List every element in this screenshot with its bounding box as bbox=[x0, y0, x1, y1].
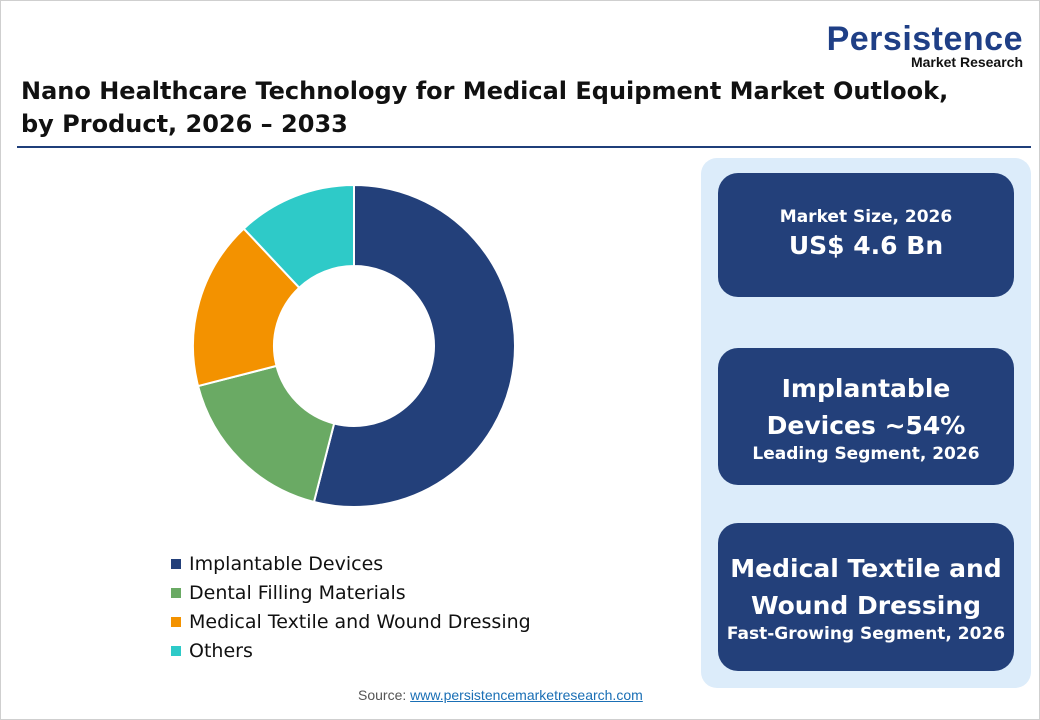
logo-sub-text: Market Research bbox=[910, 54, 1023, 70]
source: Source: www.persistencemarketresearch.co… bbox=[358, 687, 643, 703]
legend-swatch bbox=[171, 558, 181, 569]
legend-swatch bbox=[171, 645, 181, 656]
title-divider bbox=[17, 146, 1031, 148]
chart-title: Nano Healthcare Technology for Medical E… bbox=[21, 75, 948, 141]
highlights-panel: Market Size, 2026 US$ 4.6 Bn Implantable… bbox=[701, 158, 1031, 688]
source-link[interactable]: www.persistencemarketresearch.com bbox=[410, 687, 643, 703]
legend-swatch bbox=[171, 587, 181, 598]
logo: Persistence Market Research bbox=[826, 20, 1023, 70]
legend-label: Implantable Devices bbox=[189, 552, 384, 575]
title-line-1: Nano Healthcare Technology for Medical E… bbox=[21, 77, 949, 105]
donut-slice-dental-filling-materials bbox=[196, 364, 336, 504]
legend-item: Dental Filling Materials bbox=[171, 578, 531, 607]
donut-slice-others bbox=[242, 183, 355, 290]
market-size-value: US$ 4.6 Bn bbox=[788, 230, 944, 260]
donut-chart bbox=[192, 183, 516, 508]
legend-item: Others bbox=[171, 636, 531, 665]
legend-label: Dental Filling Materials bbox=[189, 581, 406, 604]
legend-label: Medical Textile and Wound Dressing bbox=[189, 610, 531, 633]
legend-swatch bbox=[171, 616, 181, 627]
legend-label: Others bbox=[189, 639, 253, 662]
leading-segment-line-1: Implantable bbox=[781, 373, 951, 403]
legend: Implantable Devices Dental Filling Materi… bbox=[171, 549, 531, 665]
fast-growing-line-2: Wound Dressing bbox=[750, 591, 982, 620]
leading-segment-label: Leading Segment, 2026 bbox=[752, 443, 980, 464]
leading-segment-line-2: Devices ~54% bbox=[766, 410, 966, 440]
leading-segment-card: Implantable Devices ~54% Leading Segment… bbox=[718, 348, 1014, 485]
fast-growing-card: Medical Textile and Wound Dressing Fast-… bbox=[718, 523, 1014, 671]
fast-growing-label: Fast-Growing Segment, 2026 bbox=[726, 624, 1006, 644]
source-label: Source: bbox=[358, 687, 407, 703]
market-size-card: Market Size, 2026 US$ 4.6 Bn bbox=[718, 173, 1014, 297]
donut-slice-medical-textile-and-wound-dressing bbox=[192, 227, 301, 388]
legend-item: Implantable Devices bbox=[171, 549, 531, 578]
market-size-label: Market Size, 2026 bbox=[779, 206, 953, 227]
donut-slice-implantable-devices bbox=[312, 183, 516, 508]
title-line-2: by Product, 2026 – 2033 bbox=[21, 110, 348, 138]
logo-main-text: Persistence bbox=[826, 20, 1023, 58]
fast-growing-line-1: Medical Textile and bbox=[730, 554, 1002, 583]
legend-item: Medical Textile and Wound Dressing bbox=[171, 607, 531, 636]
